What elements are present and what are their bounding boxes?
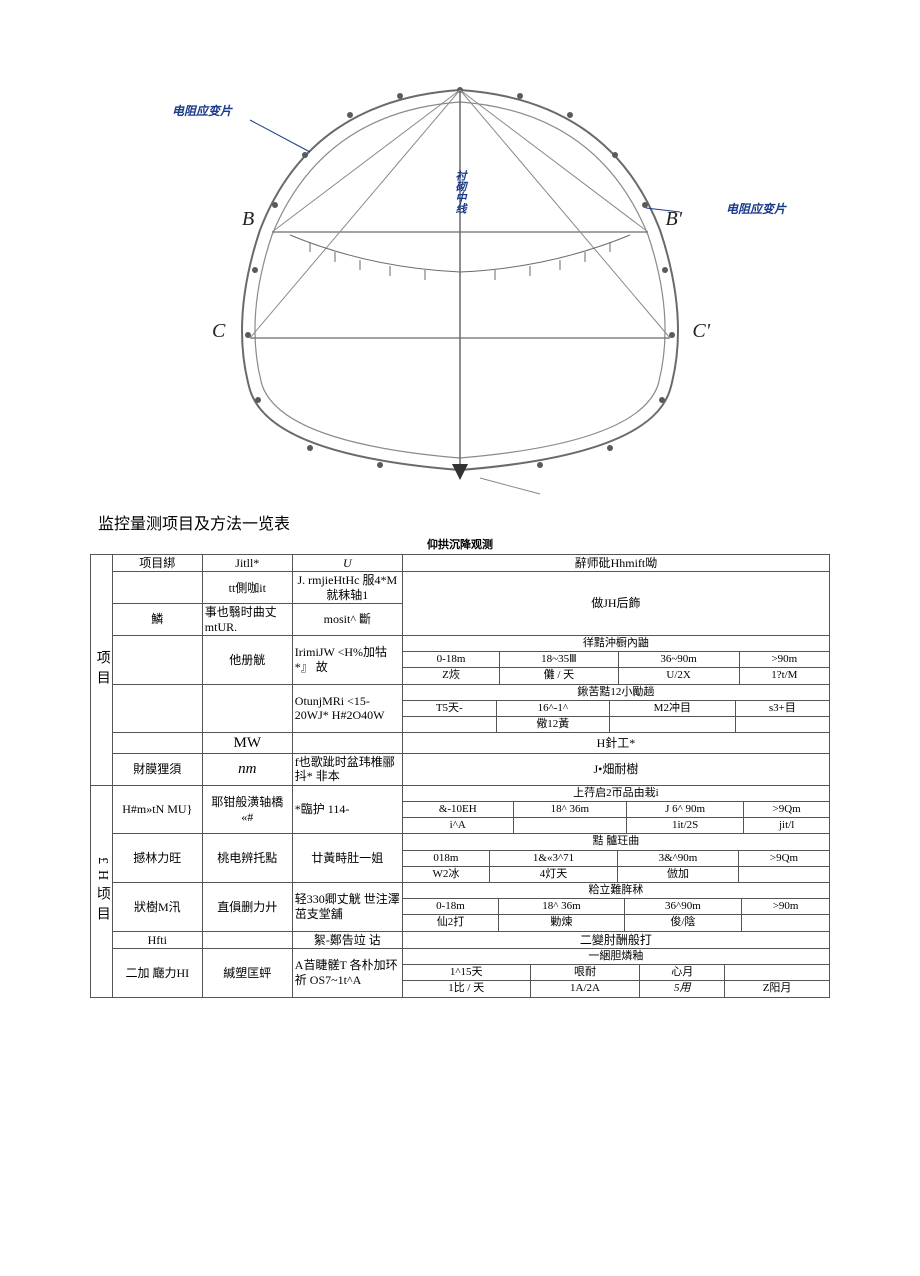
label-B-prime: B' [666, 208, 683, 231]
r7-subtable: 上荇启2帀品由栽i &-10EH 18^ 36m J 6^ 90m >9Qm i… [403, 786, 829, 834]
r9b: 直傊删力廾 [202, 882, 292, 931]
r3c: IrimiJW <H%加牯*』 故 [292, 635, 402, 684]
r5d: H針工* [402, 733, 829, 754]
monitoring-table: 项目 项目綁 Jitll* U 辭师砒Hhmift呦 tt側咖it J. rmj… [90, 554, 830, 998]
r11c: A苩睫髊T 各朴加环祈 OS7~1t^A [292, 948, 402, 997]
vcol-optional: £H顷目 [91, 785, 113, 997]
tunnel-cross-section-diagram: 电阻应变片 电阻应变片 B B' C C' 衬砌中线 [180, 60, 740, 500]
h-col2: Jitll* [202, 555, 292, 572]
r7a: H#m»tN MU} [112, 785, 202, 834]
r8b: 桃电辨托點 [202, 834, 292, 883]
r2b: 事也翳时曲丈 mtUR. [202, 604, 292, 636]
r4-subtable: 鍬苦黠12小勵趟 T5天- 16^-1^ M2冲目 s3+目 儆12黃 [403, 685, 829, 733]
r1d: 做JH后飾 [402, 572, 829, 636]
row-1: tt側咖it J. rmjieHtHc 服4*M就秣轴1 做JH后飾 [91, 572, 830, 604]
r4c: OtunjMRi <15-20WJ* H#2O40W [292, 684, 402, 733]
r3-sub-title: 徉黠沖橱內鼬 [403, 636, 829, 652]
row-4: OtunjMRi <15-20WJ* H#2O40W 鍬苦黠12小勵趟 T5天-… [91, 684, 830, 733]
vcol-required: 项目 [91, 555, 113, 786]
label-C-prime: C' [692, 320, 710, 343]
r6b: nm [202, 754, 292, 786]
table-header-row: 项目 项目綁 Jitll* U 辭师砒Hhmift呦 [91, 555, 830, 572]
centerline-label: 衬砌中线 [452, 170, 468, 214]
r8c: 廿黃畤肚一姐 [292, 834, 402, 883]
r2a: 鱗 [112, 604, 202, 636]
row-3: 他册觥 IrimiJW <H%加牯*』 故 徉黠沖橱內鼬 0-18m 18~35… [91, 635, 830, 684]
r1b: tt側咖it [202, 572, 292, 604]
r2c: mosit^ 斷 [292, 604, 402, 636]
h-col1: 项目綁 [112, 555, 202, 572]
r9c: 轻330卿丈觥 世注澤 茁支堂舖 [292, 882, 402, 931]
r8a: 撼林力旺 [112, 834, 202, 883]
row-11: 二加 廰力HI 緘塑匡蚲 A苩睫髊T 各朴加环祈 OS7~1t^A 一綑胆燐釉 … [91, 948, 830, 997]
label-B: B [242, 208, 254, 231]
r9-subtable: 粭立難脌秫 0-18m 18^ 36m 36^90m >90m 仙2打 勦煉 俊… [403, 883, 829, 931]
r8-subtable: 黠 髗玨曲 018m 1&«3^71 3&^90m >9Qm W2冰 4灯天 倣… [403, 834, 829, 882]
r7c: *臨护 114- [292, 785, 402, 834]
row-8: 撼林力旺 桃电辨托點 廿黃畤肚一姐 黠 髗玨曲 018m 1&«3^71 3&^… [91, 834, 830, 883]
table-title: 监控量测项目及方法一览表 [98, 510, 830, 534]
r6a: 財膜狸須 [112, 754, 202, 786]
r1c: J. rmjieHtHc 服4*M就秣轴1 [292, 572, 402, 604]
r3-subtable: 徉黠沖橱內鼬 0-18m 18~35Ⅲ 36~90m >90m Z烣 儺 / 天… [403, 636, 829, 684]
left-sensor-label: 电阻应变片 [172, 102, 232, 119]
r9a: 狀樹M汛 [112, 882, 202, 931]
h-col3: U [292, 555, 402, 572]
h-col4: 辭师砒Hhmift呦 [402, 555, 829, 572]
tunnel-svg [180, 60, 740, 500]
r6d: J•畑耐樹 [402, 754, 829, 786]
r11a: 二加 廰力HI [112, 948, 202, 997]
row-6: 財膜狸須 nm f也歌跐时盆玮椎郦抖* 非本 J•畑耐樹 [91, 754, 830, 786]
r10c: 絮-鄭告竝 诂 [292, 931, 402, 948]
r11-subtable: 一綑胆燐釉 1^15天 哏耐 心月 1比 / 天 1A/2A 5用 Z阳月 [403, 949, 829, 997]
row-5: MW H針工* [91, 733, 830, 754]
row-9: 狀樹M汛 直傊删力廾 轻330卿丈觥 世注澤 茁支堂舖 粭立難脌秫 0-18m … [91, 882, 830, 931]
r3b: 他册觥 [202, 635, 292, 684]
label-C: C [212, 320, 225, 343]
row-7: £H顷目 H#m»tN MU} 耶钳般潢轴橋 «# *臨护 114- 上荇启2帀… [91, 785, 830, 834]
row-10: Hfti 絮-鄭告竝 诂 二變肘酬般打 [91, 931, 830, 948]
right-sensor-label: 电阻应变片 [726, 200, 786, 217]
r7b: 耶钳般潢轴橋 «# [202, 785, 292, 834]
r11b: 緘塑匡蚲 [202, 948, 292, 997]
r1a [112, 572, 202, 604]
r4-sub-title: 鍬苦黠12小勵趟 [403, 685, 829, 701]
r10a: Hfti [112, 931, 202, 948]
r5b: MW [202, 733, 292, 754]
bottom-diagram-label: 仰拱沉降观测 [90, 536, 830, 552]
r10d: 二變肘酬般打 [402, 931, 829, 948]
r6c: f也歌跐时盆玮椎郦抖* 非本 [292, 754, 402, 786]
